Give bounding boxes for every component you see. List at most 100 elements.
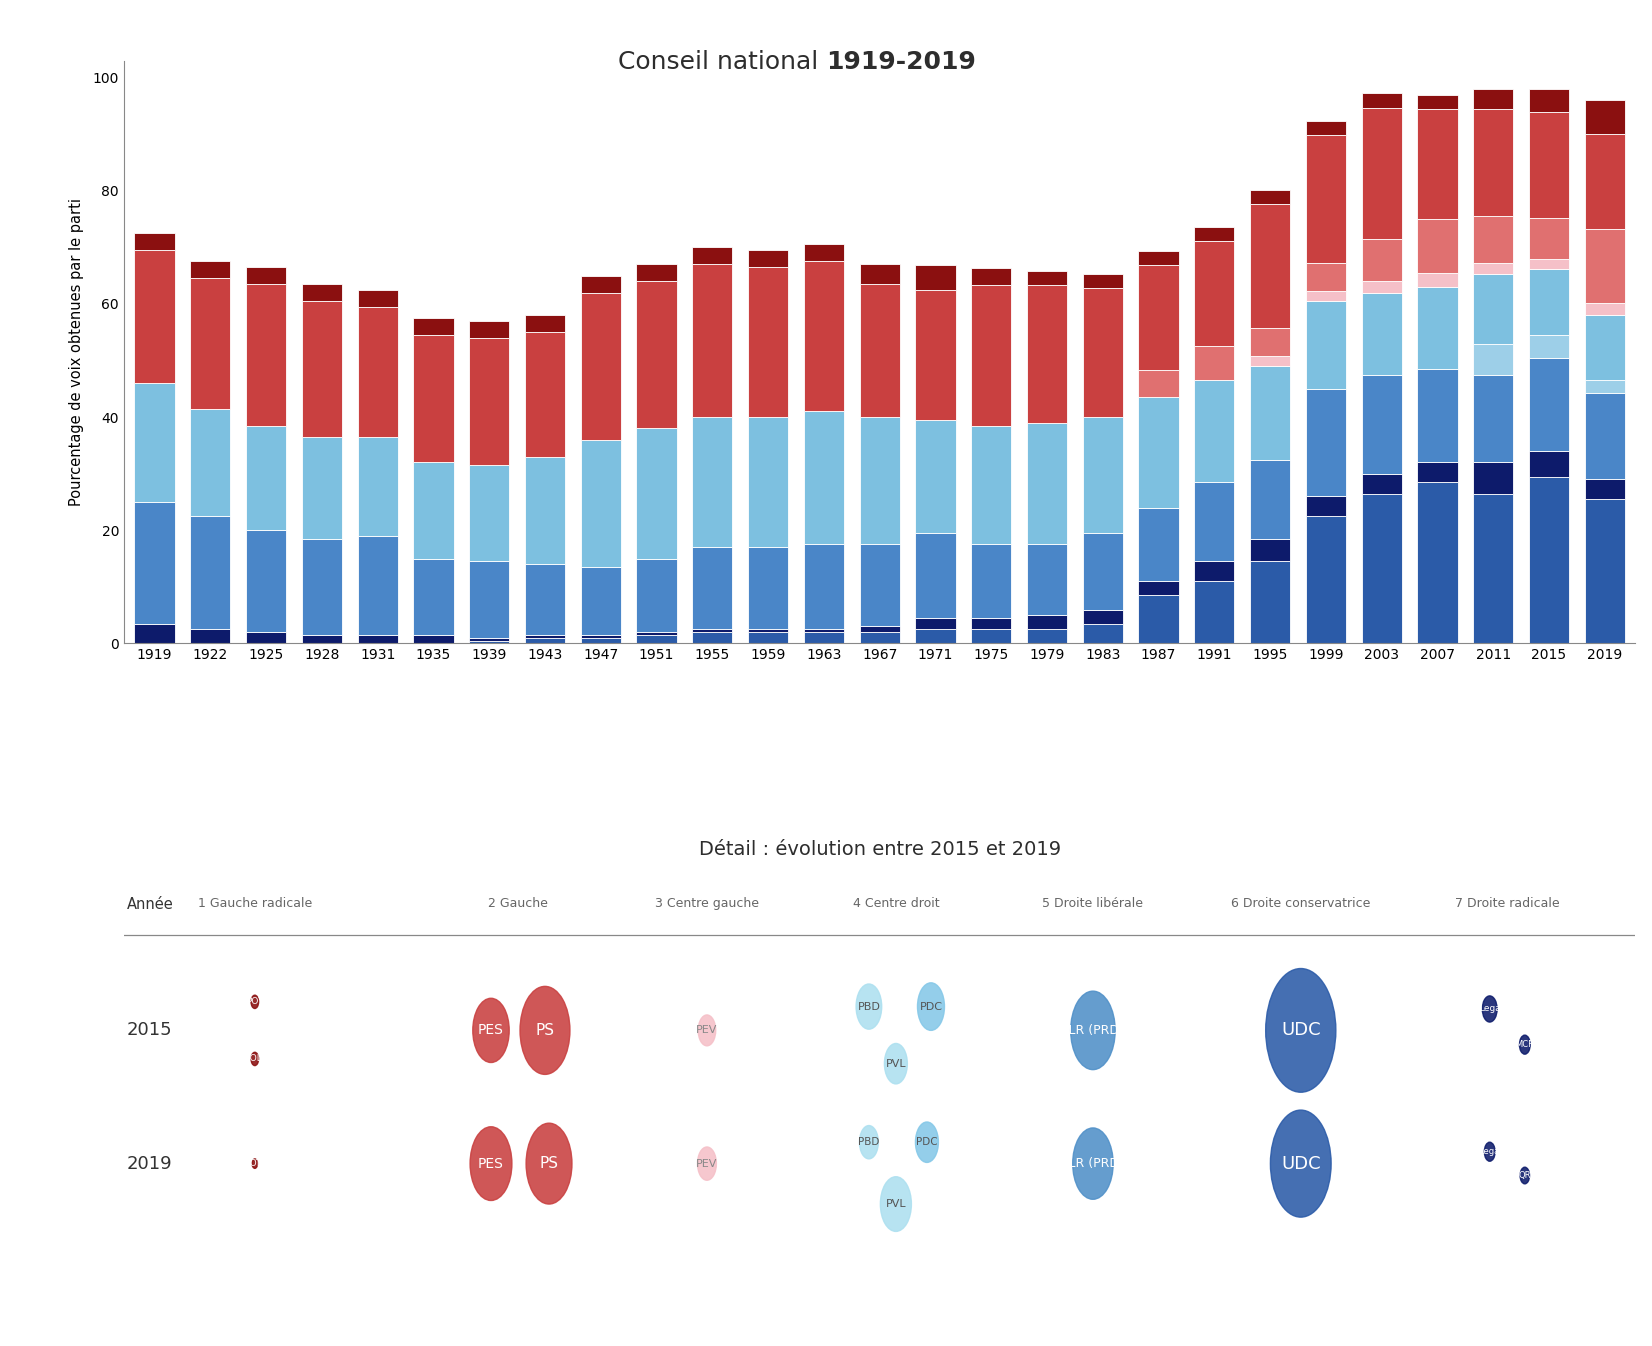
Bar <box>1530 335 1569 358</box>
Bar <box>302 538 342 635</box>
Bar <box>1028 271 1067 284</box>
Bar <box>1474 264 1513 275</box>
Text: UDC: UDC <box>1280 1022 1320 1039</box>
Bar <box>1082 417 1123 533</box>
Bar <box>134 250 175 384</box>
Bar <box>1530 89 1569 112</box>
Bar <box>1417 463 1457 482</box>
Bar <box>1361 494 1403 643</box>
Bar <box>1474 494 1513 643</box>
Bar <box>1530 112 1569 218</box>
Bar <box>805 633 844 643</box>
Bar <box>1530 451 1569 476</box>
Bar <box>582 638 621 643</box>
Text: 5 Droite libérale: 5 Droite libérale <box>1042 898 1143 910</box>
Text: 2019: 2019 <box>127 1155 172 1172</box>
Bar <box>1530 269 1569 335</box>
Bar <box>748 630 788 633</box>
Bar <box>1251 538 1290 561</box>
Bar <box>1305 516 1346 643</box>
Text: PES: PES <box>477 1156 504 1171</box>
Bar <box>1417 109 1457 219</box>
Text: OT: OT <box>249 1159 261 1168</box>
Bar <box>748 267 788 417</box>
Bar <box>1417 482 1457 643</box>
Text: PDC: PDC <box>917 1137 938 1147</box>
Bar <box>1361 240 1403 281</box>
Circle shape <box>917 983 945 1031</box>
Bar <box>1251 355 1290 366</box>
Bar <box>1194 241 1234 346</box>
Bar <box>1361 108 1403 240</box>
Bar <box>859 544 900 626</box>
Bar <box>1474 89 1513 109</box>
Bar <box>859 633 900 643</box>
Text: POT: POT <box>246 997 264 1007</box>
Bar <box>190 279 230 409</box>
Bar <box>1474 345 1513 374</box>
Bar <box>357 536 398 635</box>
Bar <box>636 633 677 635</box>
Bar <box>1138 265 1178 370</box>
Bar <box>1530 476 1569 643</box>
Bar <box>134 384 175 502</box>
Bar <box>582 292 621 440</box>
Text: QR: QR <box>1518 1171 1531 1180</box>
Bar <box>1251 366 1290 459</box>
Bar <box>915 291 955 420</box>
Text: PVL: PVL <box>885 1199 907 1209</box>
Bar <box>692 248 732 264</box>
Bar <box>1028 630 1067 643</box>
Text: Lega: Lega <box>1479 1004 1500 1014</box>
Bar <box>413 635 454 643</box>
Circle shape <box>471 1127 512 1201</box>
Bar <box>525 564 565 635</box>
Bar <box>1082 288 1123 417</box>
Text: PES: PES <box>477 1023 504 1038</box>
Text: MCR: MCR <box>1515 1040 1535 1049</box>
Bar <box>469 338 509 466</box>
Bar <box>1138 507 1178 581</box>
Bar <box>805 412 844 544</box>
Text: PS: PS <box>540 1156 558 1171</box>
Bar <box>1474 374 1513 463</box>
Bar <box>134 502 175 623</box>
Bar <box>636 559 677 633</box>
Bar <box>1082 623 1123 643</box>
Bar <box>1474 215 1513 264</box>
Text: 3 Centre gauche: 3 Centre gauche <box>654 898 758 910</box>
Bar <box>413 463 454 559</box>
Bar <box>1584 100 1626 133</box>
Bar <box>915 420 955 533</box>
Text: SOL.: SOL. <box>244 1054 264 1063</box>
Bar <box>1138 595 1178 643</box>
Bar <box>1305 121 1346 135</box>
Bar <box>636 635 677 643</box>
Circle shape <box>1485 1143 1495 1162</box>
Bar <box>1584 303 1626 315</box>
Bar <box>1361 474 1403 494</box>
Bar <box>1584 133 1626 229</box>
Circle shape <box>915 1123 938 1163</box>
Text: PDC: PDC <box>920 1001 943 1012</box>
Text: PLR (PRD): PLR (PRD) <box>1062 1024 1125 1036</box>
Text: 6 Droite conservatrice: 6 Droite conservatrice <box>1231 898 1371 910</box>
Bar <box>190 516 230 630</box>
Bar <box>915 618 955 630</box>
Bar <box>1305 302 1346 389</box>
Bar <box>525 332 565 456</box>
Bar <box>134 623 175 643</box>
Bar <box>1361 281 1403 292</box>
Bar <box>915 533 955 618</box>
Bar <box>915 265 955 291</box>
Circle shape <box>520 987 570 1074</box>
Text: PEV: PEV <box>695 1159 717 1168</box>
Bar <box>692 630 732 633</box>
Bar <box>636 281 677 428</box>
Bar <box>805 261 844 412</box>
Text: Détail : évolution entre 2015 et 2019: Détail : évolution entre 2015 et 2019 <box>699 840 1061 859</box>
Bar <box>859 284 900 417</box>
Circle shape <box>1482 996 1497 1022</box>
Text: UDC: UDC <box>1280 1155 1320 1172</box>
Bar <box>469 641 509 643</box>
